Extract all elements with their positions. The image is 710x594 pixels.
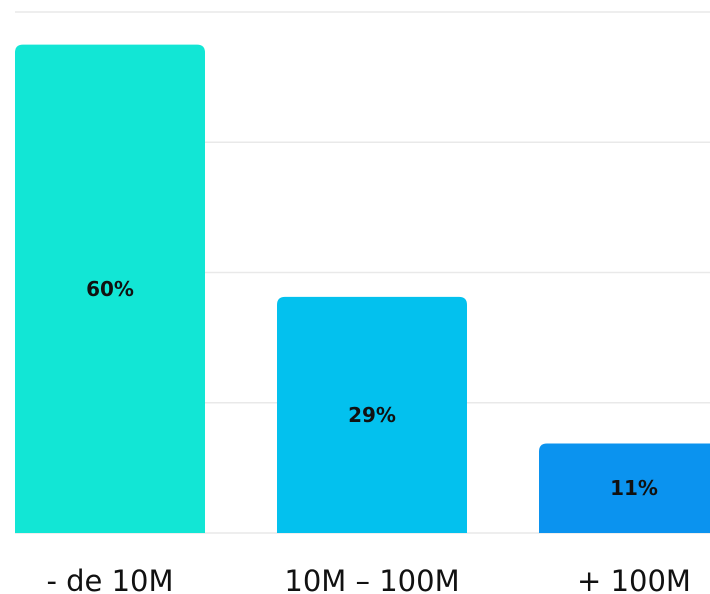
- category-label-3: + 100M: [577, 564, 691, 594]
- bar-3: [539, 443, 710, 533]
- bar-2: [277, 296, 467, 533]
- bar-1: [15, 44, 205, 533]
- category-label-1: - de 10M: [46, 564, 173, 594]
- value-labels: 60% 29% 11%: [86, 277, 658, 500]
- category-label-2: 10M – 100M: [284, 564, 459, 594]
- category-labels: - de 10M 10M – 100M + 100M: [46, 564, 690, 594]
- value-label-2: 29%: [348, 403, 396, 427]
- value-label-1: 60%: [86, 277, 134, 301]
- value-label-3: 11%: [610, 476, 658, 500]
- bars: [15, 44, 710, 533]
